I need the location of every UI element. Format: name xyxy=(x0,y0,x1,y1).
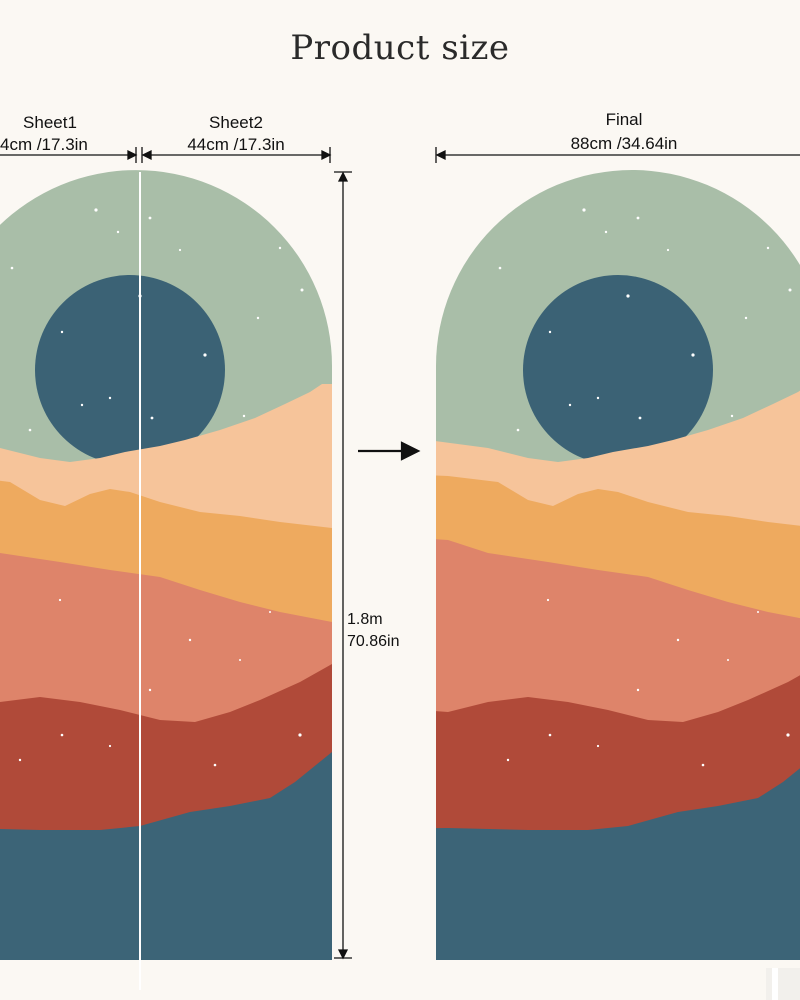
sheet1-name: Sheet1 xyxy=(23,113,77,132)
arrow-right-icon xyxy=(358,441,421,461)
sheet1-size: 4cm /17.3in xyxy=(0,135,88,154)
final-panel xyxy=(436,170,800,960)
height-imperial: 70.86in xyxy=(347,633,400,650)
sheet2-name: Sheet2 xyxy=(209,113,263,132)
final-dimension xyxy=(435,147,800,163)
page-title: Product size xyxy=(290,28,510,68)
final-label: Final 88cm /34.64in xyxy=(554,109,694,155)
sheet1-label: Sheet1 4cm /17.3in xyxy=(0,112,120,156)
sheet1-dimension xyxy=(0,147,138,163)
sheet2-label: Sheet2 44cm /17.3in xyxy=(166,112,306,156)
final-size: 88cm /34.64in xyxy=(570,134,678,153)
height-label: 1.8m 70.86in xyxy=(347,609,400,653)
height-dimension xyxy=(334,171,352,960)
final-name: Final xyxy=(605,110,643,129)
sheet2-size: 44cm /17.3in xyxy=(187,135,285,154)
sheet2-dimension xyxy=(141,147,332,163)
height-metric: 1.8m xyxy=(347,611,383,628)
